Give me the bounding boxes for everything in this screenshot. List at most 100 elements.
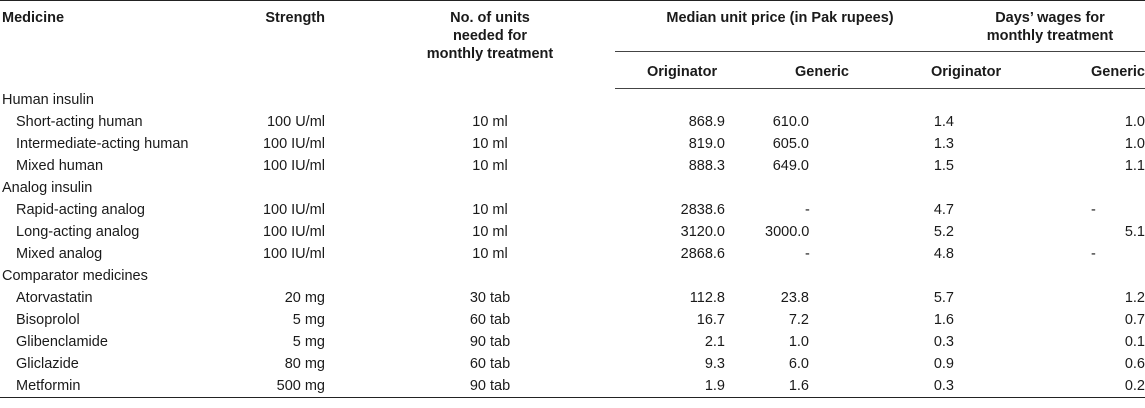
cell-wage-originator: 5.2 [933, 224, 954, 240]
cell-price-generic: 1.6 [765, 375, 925, 398]
cell-units: 10 ml [472, 136, 508, 152]
cell-wage-originator: 1.4 [933, 114, 954, 130]
group-row: Comparator medicines [0, 265, 1145, 287]
header-price-originator: Originator [615, 51, 765, 89]
cell-wage-generic: 1.1 [1124, 158, 1145, 174]
cell-price-originator: 2868.6 [680, 246, 725, 262]
cell-wage-originator: 1.6 [933, 312, 954, 328]
medicine-price-table: Medicine Strength No. of units needed fo… [0, 0, 1145, 398]
cell-price-generic: - [805, 202, 810, 218]
header-wages-generic: Generic [1085, 51, 1145, 89]
cell-price-originator: 3120.0 [680, 224, 725, 240]
cell-units: 90 tab [355, 375, 615, 398]
cell-price-originator: 16.7 [696, 312, 725, 328]
cell-strength: 100 IU/ml [262, 158, 325, 174]
cell-strength: 5 mg [292, 312, 325, 328]
cell-wage-generic: 0.2 [1085, 375, 1145, 398]
cell-units: 10 ml [472, 224, 508, 240]
cell-price-generic: 605.0 [772, 136, 809, 152]
cell-medicine: Rapid-acting analog [16, 202, 145, 218]
cell-price-originator: 2.1 [704, 334, 725, 350]
cell-medicine: Mixed analog [16, 246, 103, 262]
table-row: Rapid-acting analog 100 IU/ml 10 ml 2838… [0, 199, 1145, 221]
cell-wage-originator: 1.5 [933, 158, 954, 174]
cell-wage-generic: - [1091, 246, 1096, 262]
cell-medicine: Metformin [0, 375, 230, 398]
cell-price-originator: 112.8 [689, 290, 725, 306]
header-row-1: Medicine Strength No. of units needed fo… [0, 0, 1145, 62]
cell-wage-generic: 0.1 [1124, 334, 1145, 350]
table-row: Intermediate-acting human 100 IU/ml 10 m… [0, 133, 1145, 155]
cell-price-generic: 23.8 [780, 290, 809, 306]
group-label: Human insulin [2, 92, 94, 108]
table-row: Mixed human 100 IU/ml 10 ml 888.3 649.0 … [0, 155, 1145, 177]
cell-medicine: Long-acting analog [16, 224, 140, 240]
table-row: Short-acting human 100 U/ml 10 ml 868.9 … [0, 111, 1145, 133]
cell-wage-generic: - [1091, 202, 1096, 218]
table-row: Glibenclamide 5 mg 90 tab 2.1 1.0 0.3 0.… [0, 331, 1145, 353]
table-row: Long-acting analog 100 IU/ml 10 ml 3120.… [0, 221, 1145, 243]
table-row: Gliclazide 80 mg 60 tab 9.3 6.0 0.9 0.6 [0, 353, 1145, 375]
header-units: No. of units needed for monthly treatmen… [426, 10, 554, 62]
cell-strength: 5 mg [292, 334, 325, 350]
cell-strength: 20 mg [284, 290, 325, 306]
header-strength: Strength [265, 10, 325, 26]
cell-wage-originator: 4.8 [933, 246, 954, 262]
group-row: Analog insulin [0, 177, 1145, 199]
table-row: Metformin 500 mg 90 tab 1.9 1.6 0.3 0.2 [0, 375, 1145, 398]
cell-units: 90 tab [469, 334, 511, 350]
cell-wage-generic: 5.1 [1124, 224, 1145, 240]
table-row: Bisoprolol 5 mg 60 tab 16.7 7.2 1.6 0.7 [0, 309, 1145, 331]
group-label: Comparator medicines [2, 268, 148, 284]
cell-strength: 100 IU/ml [262, 246, 325, 262]
cell-price-originator: 2838.6 [680, 202, 725, 218]
cell-medicine: Intermediate-acting human [16, 136, 189, 152]
cell-wage-originator: 5.7 [933, 290, 954, 306]
header-price: Median unit price (in Pak rupees) [615, 0, 925, 52]
cell-price-originator: 819.0 [688, 136, 725, 152]
cell-price-generic: - [805, 246, 810, 262]
cell-medicine: Glibenclamide [16, 334, 108, 350]
cell-medicine: Short-acting human [16, 114, 143, 130]
cell-price-generic: 649.0 [772, 158, 809, 174]
cell-wage-originator: 0.3 [933, 334, 954, 350]
header-wages-originator: Originator [925, 51, 1085, 89]
group-label: Analog insulin [2, 180, 93, 196]
cell-wage-generic: 1.2 [1124, 290, 1145, 306]
cell-price-generic: 610.0 [772, 114, 809, 130]
cell-medicine: Bisoprolol [16, 312, 80, 328]
header-row-2: Originator Generic Originator Generic [0, 51, 1145, 89]
group-row: Human insulin [0, 89, 1145, 112]
header-price-generic: Generic [765, 51, 925, 89]
cell-price-originator: 9.3 [704, 356, 725, 372]
cell-wage-generic: 0.6 [1124, 356, 1145, 372]
cell-price-generic: 6.0 [788, 356, 809, 372]
table-row: Atorvastatin 20 mg 30 tab 112.8 23.8 5.7… [0, 287, 1145, 309]
cell-medicine: Mixed human [16, 158, 104, 174]
cell-strength: 100 U/ml [266, 114, 325, 130]
cell-price-originator: 888.3 [688, 158, 725, 174]
cell-units: 60 tab [469, 312, 511, 328]
cell-wage-generic: 1.0 [1124, 136, 1145, 152]
cell-units: 60 tab [469, 356, 511, 372]
cell-price-generic: 7.2 [788, 312, 809, 328]
cell-medicine: Gliclazide [16, 356, 79, 372]
cell-wage-originator: 4.7 [933, 202, 954, 218]
cell-units: 10 ml [472, 246, 508, 262]
cell-wage-generic: 0.7 [1124, 312, 1145, 328]
cell-strength: 100 IU/ml [262, 136, 325, 152]
cell-price-originator: 1.9 [615, 375, 765, 398]
header-medicine: Medicine [2, 10, 65, 26]
cell-units: 30 tab [469, 290, 511, 306]
cell-strength: 500 mg [230, 375, 355, 398]
cell-wage-originator: 1.3 [933, 136, 954, 152]
cell-units: 10 ml [472, 114, 508, 130]
table-row: Mixed analog 100 IU/ml 10 ml 2868.6 - 4.… [0, 243, 1145, 265]
cell-units: 10 ml [472, 202, 508, 218]
cell-strength: 100 IU/ml [262, 202, 325, 218]
cell-wage-generic: 1.0 [1124, 114, 1145, 130]
cell-medicine: Atorvastatin [16, 290, 93, 306]
cell-wage-originator: 0.3 [925, 375, 1085, 398]
cell-strength: 100 IU/ml [262, 224, 325, 240]
header-wages: Days’ wages for monthly treatment [925, 0, 1145, 52]
